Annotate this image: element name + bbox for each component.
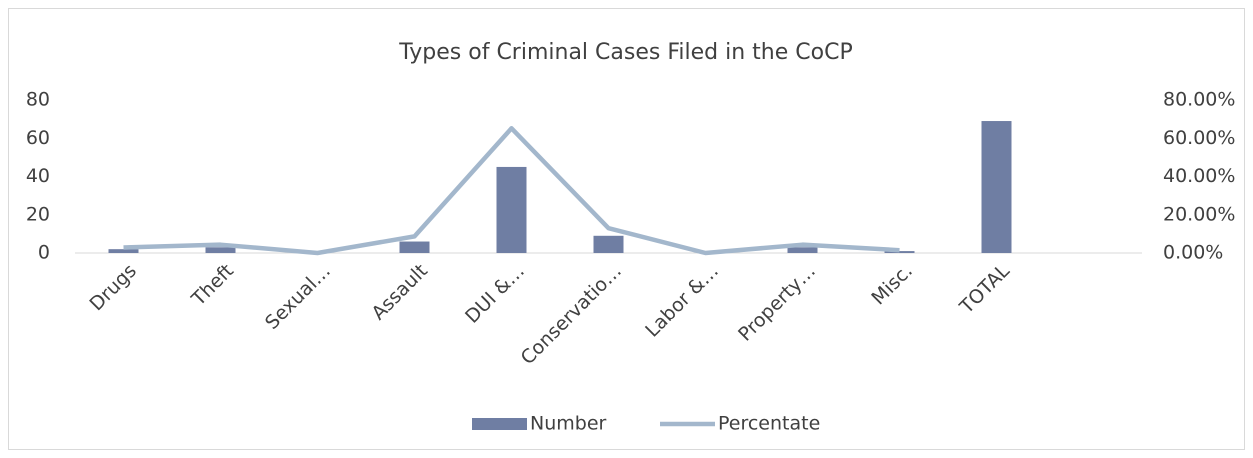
bar xyxy=(593,235,624,253)
y2-tick-label: 0.00% xyxy=(1163,242,1223,264)
legend-label: Percentate xyxy=(718,413,820,435)
y2-tick-label: 40.00% xyxy=(1163,165,1235,187)
y-tick-label: 80 xyxy=(26,89,50,111)
y-tick-label: 40 xyxy=(26,165,50,187)
line xyxy=(123,126,900,256)
bar xyxy=(787,247,818,253)
chart-border xyxy=(8,8,1245,450)
y2-tick-label: 20.00% xyxy=(1163,203,1235,225)
legend-label: Number xyxy=(530,413,607,435)
bar xyxy=(884,251,915,253)
bar xyxy=(205,247,236,253)
y-tick-label: 0 xyxy=(38,242,50,264)
bar xyxy=(399,241,430,253)
bar xyxy=(108,249,139,253)
chart-title: Types of Criminal Cases Filed in the CoC… xyxy=(398,40,852,65)
bar xyxy=(496,166,527,253)
y-tick-label: 20 xyxy=(26,203,50,225)
y-tick-label: 60 xyxy=(26,127,50,149)
legend-swatch xyxy=(472,418,527,430)
bar xyxy=(981,121,1012,253)
y2-tick-label: 80.00% xyxy=(1163,89,1235,111)
y2-tick-label: 60.00% xyxy=(1163,127,1235,149)
